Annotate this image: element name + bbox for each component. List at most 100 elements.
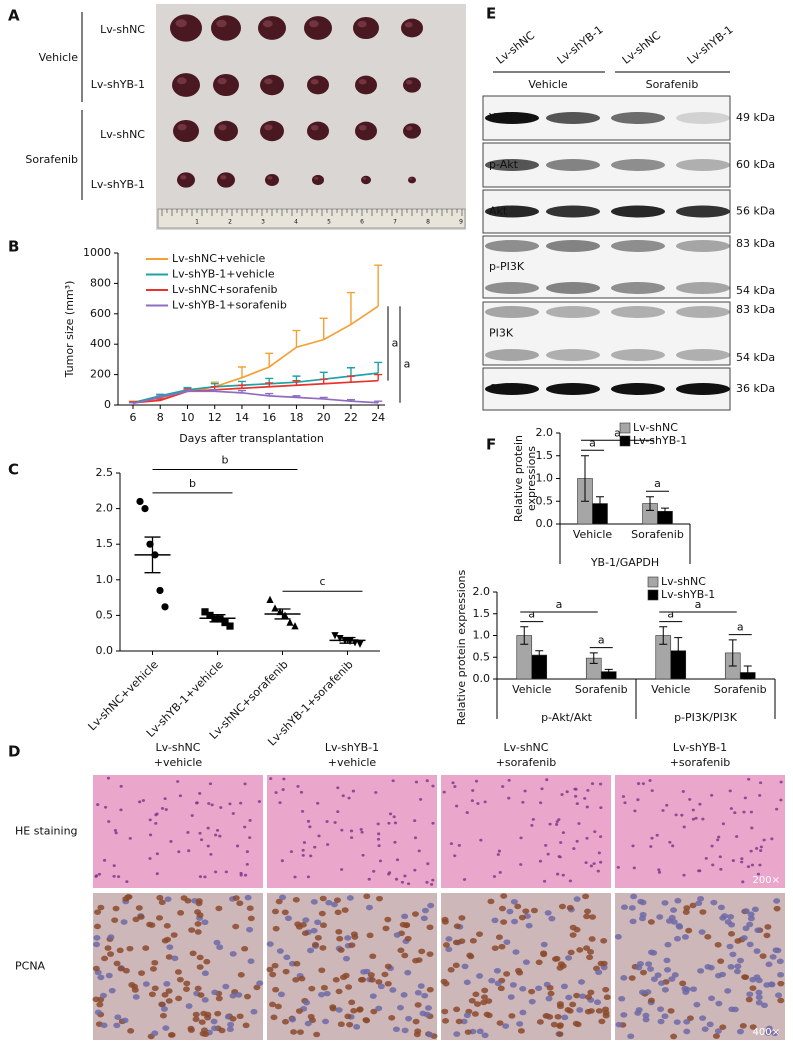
nucleus — [138, 970, 146, 976]
nucleus — [746, 941, 754, 948]
tumor-highlight — [267, 176, 273, 180]
nucleus — [518, 914, 526, 921]
nucleus — [148, 857, 152, 860]
nucleus — [274, 791, 278, 794]
nucleus — [685, 927, 693, 934]
nucleus — [514, 903, 522, 910]
nucleus — [583, 945, 591, 951]
nucleus — [111, 917, 119, 923]
legend-label: Lv-shNC — [633, 421, 678, 434]
nucleus — [248, 836, 252, 840]
band — [546, 349, 600, 361]
nucleus — [209, 853, 213, 856]
nucleus — [590, 782, 595, 786]
column-label: +sorafenib — [496, 756, 557, 769]
nucleus — [214, 870, 218, 874]
y-tick-label: 200 — [90, 368, 111, 381]
x-axis-title: Days after transplantation — [179, 432, 324, 445]
tumor — [312, 174, 324, 186]
nucleus — [528, 998, 536, 1005]
nucleus — [424, 1005, 432, 1011]
nucleus — [487, 898, 495, 905]
nucleus — [642, 1016, 650, 1023]
nucleus — [151, 985, 159, 992]
nucleus — [344, 1013, 352, 1020]
nucleus — [578, 979, 586, 985]
nucleus — [283, 954, 291, 961]
nucleus — [556, 1031, 564, 1037]
kda-label: 49 kDa — [736, 111, 775, 124]
nucleus — [735, 835, 739, 838]
nucleus — [523, 789, 527, 793]
nucleus — [650, 789, 654, 793]
nucleus — [657, 980, 665, 986]
nucleus — [169, 840, 173, 843]
nucleus — [694, 816, 698, 820]
nucleus — [154, 821, 158, 825]
tumor-highlight — [358, 78, 367, 85]
nucleus — [176, 780, 180, 783]
nucleus — [718, 855, 722, 859]
nucleus — [289, 850, 294, 854]
legend-swatch — [619, 435, 631, 447]
nucleus — [113, 828, 118, 832]
tumor — [353, 16, 379, 40]
error-bar — [346, 291, 355, 325]
nucleus — [203, 875, 207, 879]
y-tick-label: 0.5 — [536, 494, 554, 507]
nucleus — [137, 914, 145, 920]
nucleus — [94, 874, 99, 878]
kda-label: 54 kDa — [736, 351, 775, 364]
legend-label: Lv-shYB-1+vehicle — [172, 268, 275, 281]
nucleus — [208, 782, 213, 786]
nucleus — [226, 1026, 234, 1033]
nucleus — [554, 1013, 562, 1020]
kda-label: 56 kDa — [736, 205, 775, 218]
nucleus — [641, 782, 645, 786]
sem-bar — [209, 614, 226, 623]
nucleus — [745, 996, 753, 1003]
nucleus — [163, 981, 171, 987]
nucleus — [112, 864, 116, 868]
nucleus — [99, 992, 107, 999]
nucleus — [673, 1019, 681, 1025]
nucleus — [618, 995, 626, 1002]
nucleus — [201, 919, 209, 926]
tumor — [265, 174, 279, 186]
band — [485, 282, 539, 294]
nucleus — [195, 898, 203, 904]
legend-swatch — [647, 576, 659, 588]
comparison-label: a — [556, 598, 563, 611]
nucleus — [471, 1011, 479, 1017]
band — [485, 205, 539, 218]
tumor — [217, 172, 235, 188]
band — [676, 240, 730, 252]
nucleus — [741, 974, 749, 980]
nucleus — [108, 987, 116, 994]
nucleus — [758, 794, 762, 797]
nucleus — [199, 838, 204, 842]
nucleus — [736, 1028, 744, 1035]
nucleus — [366, 932, 374, 939]
nucleus — [762, 838, 766, 842]
band — [611, 240, 665, 252]
ruler-label: 3 — [261, 219, 265, 226]
comparison-label: a — [392, 336, 399, 349]
nucleus — [465, 811, 469, 814]
nucleus — [650, 950, 658, 956]
nucleus — [701, 817, 705, 821]
nucleus — [503, 939, 511, 945]
error-bar — [674, 637, 683, 665]
nucleus — [329, 1004, 337, 1010]
y-tick-label: 600 — [90, 307, 111, 320]
nucleus — [765, 1025, 773, 1032]
panel-label: D — [8, 743, 20, 761]
nucleus — [162, 1025, 170, 1031]
nucleus — [97, 904, 105, 911]
nucleus — [229, 1015, 237, 1022]
nucleus — [481, 1032, 489, 1039]
nucleus — [151, 1030, 159, 1037]
nucleus — [319, 922, 327, 929]
error-bar — [237, 366, 246, 378]
nucleus — [213, 939, 221, 946]
